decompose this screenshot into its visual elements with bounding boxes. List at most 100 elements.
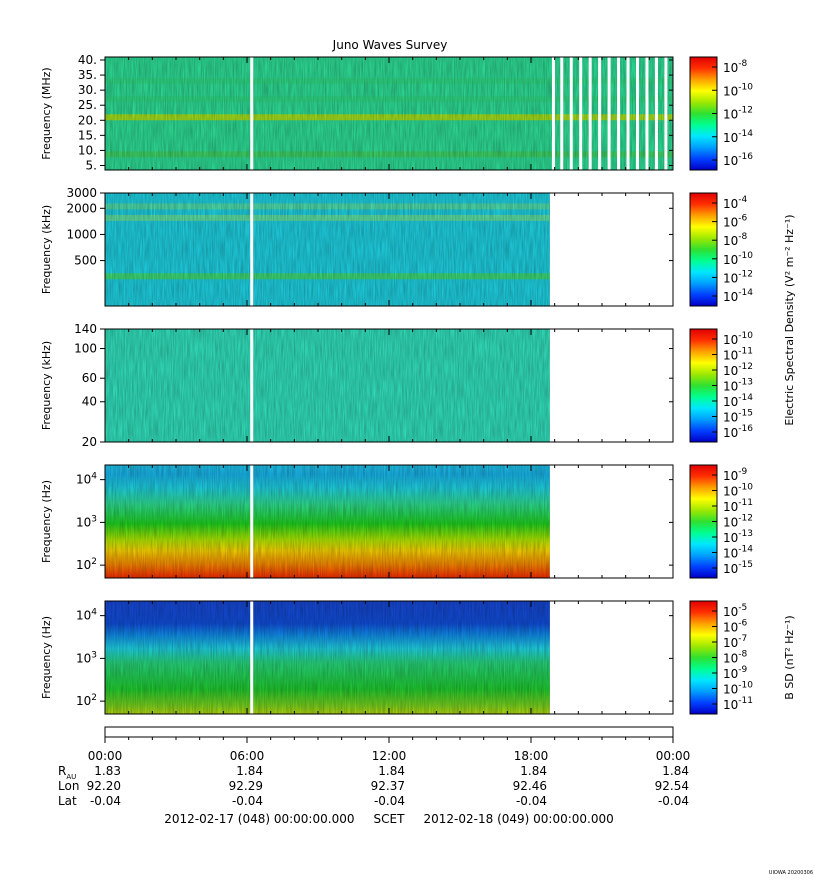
colorbar-tick-label: 10-11: [723, 696, 753, 712]
y-tick-label: 1000: [66, 227, 97, 241]
y-tick-label: 60: [82, 371, 97, 385]
y-tick-label: 30.: [78, 83, 97, 97]
y-axis-label: Frequency (MHz): [40, 67, 53, 159]
colorbar-tick-label: 10-10: [723, 483, 753, 499]
y-tick-label: 35.: [78, 68, 97, 82]
ephemeris-value: -0.04: [374, 794, 405, 808]
data-gap-1: [250, 465, 254, 578]
colorbar-tick-label: 10-14: [723, 129, 753, 145]
panel-1: 5.10.15.20.25.30.35.40. Frequency (MHz) 10…: [40, 53, 753, 172]
data-gap-1: [250, 329, 254, 442]
colorbar-tick-label: 10-10: [723, 82, 753, 98]
data-gap-11: [636, 57, 639, 170]
spectral-texture: [105, 193, 550, 306]
spectral-texture: [105, 601, 550, 714]
ephemeris-value: 1.84: [378, 764, 405, 778]
colorbar-tick-label: 10-12: [723, 106, 753, 122]
data-gap-14: [664, 57, 668, 170]
spectrogram-data: [105, 329, 550, 442]
y-tick-label: 10.: [78, 143, 97, 157]
ephemeris-value: 92.46: [513, 779, 547, 793]
ephemeris-value: 1.84: [236, 764, 263, 778]
data-gap-5: [579, 57, 583, 170]
data-gap-9: [617, 57, 621, 170]
time-label: 12:00: [372, 749, 407, 763]
data-gap-3: [560, 57, 564, 170]
y-tick-label: 102: [76, 557, 97, 572]
y-tick-label: 20.: [78, 113, 97, 127]
y-tick-label: 100: [74, 342, 97, 356]
y-tick-label: 103: [76, 650, 97, 665]
time-label: 00:00: [656, 749, 691, 763]
data-gap-13: [654, 57, 658, 170]
colorbar-frame: [689, 192, 718, 307]
y-tick-label: 15.: [78, 128, 97, 142]
time-range-footer: 2012-02-17 (048) 00:00:00.000 SCET 2012-…: [164, 812, 614, 826]
time-strip-frame: [104, 726, 674, 738]
spectrogram-data: [105, 601, 550, 714]
ephemeris-value: -0.04: [516, 794, 547, 808]
spectral-texture: [105, 57, 673, 170]
colorbar-tick-label: 10-15: [723, 409, 753, 425]
spectrogram-panels: 5.10.15.20.25.30.35.40. Frequency (MHz) 10…: [40, 53, 796, 715]
colorbar-tick-label: 10-14: [723, 288, 753, 304]
colorbar-tick-label: 10-8: [723, 232, 748, 248]
ephemeris-row-label: Lon: [58, 779, 79, 793]
colorbar-label: Electric Spectral Density (V² m⁻² Hz⁻¹): [783, 214, 796, 425]
y-tick-label: 140: [74, 322, 97, 336]
colorbar-tick-label: 10-11: [723, 498, 753, 514]
ephemeris-value: 92.37: [371, 779, 405, 793]
data-gap-7: [598, 57, 602, 170]
colorbar-tick-label: 10-5: [723, 603, 747, 619]
data-gap-10: [626, 57, 630, 170]
data-gap-6: [588, 57, 592, 170]
ephemeris-value: 92.20: [87, 779, 121, 793]
colorbar-tick-label: 10-16: [723, 424, 753, 440]
time-axis-strip: 00:00 06:00 12:00 18:00 00:00: [88, 726, 691, 763]
y-tick-label: 2000: [66, 201, 97, 215]
data-gap-1: [250, 601, 254, 714]
y-tick-label: 3000: [66, 186, 97, 200]
ephemeris-value: 92.29: [229, 779, 263, 793]
y-tick-label: 500: [74, 254, 97, 268]
spectral-texture: [105, 465, 550, 578]
colorbar-scale: [690, 193, 717, 306]
colorbar-tick-label: 10-9: [723, 467, 748, 483]
ephemeris-value: -0.04: [90, 794, 121, 808]
ephemeris-row-label: Lat: [58, 794, 77, 808]
colorbar-tick-label: 10-13: [723, 529, 753, 545]
spectrogram-data: [105, 465, 550, 578]
y-tick-label: 103: [76, 514, 97, 529]
colorbar-tick-label: 10-15: [723, 560, 753, 576]
data-gap-8: [607, 57, 611, 170]
ephemeris-value: -0.04: [658, 794, 689, 808]
colorbar-tick-label: 10-10: [723, 331, 753, 347]
colorbar-tick-label: 10-8: [723, 59, 748, 75]
colorbar-tick-label: 10-10: [723, 251, 753, 267]
y-tick-label: 40.: [78, 53, 97, 67]
colorbar-tick-label: 10-9: [723, 665, 748, 681]
ephemeris-value: 1.83: [94, 764, 121, 778]
y-tick-label: 102: [76, 693, 97, 708]
time-label: 18:00: [514, 749, 549, 763]
spectrogram-data: [105, 57, 673, 170]
colorbar-tick-label: 10-14: [723, 393, 753, 409]
colorbar-tick-label: 10-7: [723, 634, 747, 650]
time-label: 06:00: [230, 749, 265, 763]
data-gap-4: [569, 57, 573, 170]
colorbar-tick-label: 10-6: [723, 619, 748, 635]
y-axis-label: Frequency (kHz): [40, 205, 53, 294]
y-tick-label: 40: [82, 395, 97, 409]
colorbar-tick-label: 10-14: [723, 545, 753, 561]
y-tick-label: 25.: [78, 98, 97, 112]
ephemeris-row-label: RAU: [58, 764, 76, 781]
colorbar-tick-label: 10-6: [723, 214, 748, 230]
y-axis-label: Frequency (Hz): [40, 616, 53, 699]
data-gap-2: [551, 57, 555, 170]
colorbar-tick-label: 10-12: [723, 362, 753, 378]
spectrogram-data: [105, 193, 550, 306]
